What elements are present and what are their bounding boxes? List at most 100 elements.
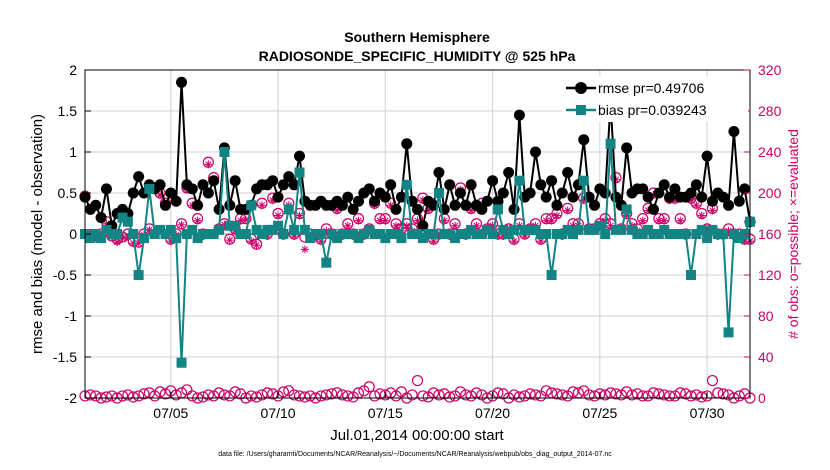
bias-point bbox=[653, 229, 664, 239]
y-left-tick-label: 0.5 bbox=[58, 185, 78, 201]
bias-point bbox=[498, 224, 509, 235]
obs-low-marker bbox=[320, 389, 332, 401]
bias-point bbox=[546, 270, 557, 280]
bias-point bbox=[342, 229, 353, 239]
rmse-point bbox=[433, 167, 445, 178]
obs-evaluated-stroke bbox=[564, 207, 571, 214]
rmse-point bbox=[492, 195, 504, 207]
obs-low-marker bbox=[519, 390, 531, 402]
obs-evaluated-marker bbox=[252, 241, 261, 250]
rmse-point bbox=[186, 183, 198, 195]
obs-low-marker bbox=[406, 389, 418, 401]
bias-point bbox=[433, 188, 444, 198]
obs-evaluated-marker bbox=[451, 221, 460, 230]
obs-evaluated-stroke bbox=[376, 217, 384, 224]
bias-point bbox=[632, 229, 643, 239]
obs-low-marker bbox=[299, 391, 311, 403]
bias-point bbox=[589, 224, 600, 235]
rmse-point bbox=[342, 191, 354, 203]
bias-point bbox=[509, 224, 520, 235]
bias-point bbox=[283, 204, 294, 215]
rmse-point bbox=[336, 199, 348, 211]
rmse-point bbox=[647, 203, 659, 215]
rmse-point bbox=[202, 187, 214, 199]
bias-point bbox=[321, 257, 332, 268]
y-left-tick-label: 1 bbox=[69, 144, 77, 160]
rmse-point bbox=[369, 195, 381, 207]
obs-evaluated-marker bbox=[257, 201, 266, 210]
rmse-point bbox=[90, 199, 102, 211]
obs-low-marker bbox=[326, 388, 338, 400]
obs-evaluated-marker bbox=[343, 221, 352, 230]
bias-point bbox=[219, 147, 230, 157]
rmse-point bbox=[728, 126, 740, 137]
legend: rmse pr=0.49706 bias pr=0.039243 bbox=[562, 76, 748, 122]
bias-point bbox=[659, 224, 670, 235]
rmse-point bbox=[723, 199, 735, 211]
bias-point bbox=[197, 229, 208, 239]
obs-evaluated-marker bbox=[274, 211, 283, 220]
legend-bias-label: bias pr=0.039243 bbox=[598, 102, 707, 118]
obs-low-marker bbox=[508, 389, 520, 401]
rmse-point bbox=[669, 183, 681, 195]
bias-point bbox=[144, 183, 155, 194]
obs-low-marker bbox=[465, 390, 477, 402]
obs-low-marker bbox=[106, 390, 118, 402]
bias-point bbox=[181, 229, 192, 239]
obs-low-marker bbox=[594, 388, 606, 400]
obs-evaluated-stroke bbox=[387, 202, 394, 209]
bias-point bbox=[669, 229, 680, 239]
obs-evaluated-marker bbox=[113, 238, 122, 247]
obs-evaluated-marker bbox=[563, 206, 572, 215]
obs-low-marker bbox=[133, 390, 145, 402]
bias-point bbox=[235, 229, 246, 239]
bias-point bbox=[251, 224, 262, 235]
y-right-tick-label: 200 bbox=[758, 185, 782, 201]
y-right-tick-label: 120 bbox=[758, 267, 782, 283]
bias-point bbox=[439, 229, 450, 239]
bias-point bbox=[278, 229, 289, 239]
bias-point bbox=[122, 216, 133, 227]
obs-low-marker bbox=[256, 389, 268, 401]
obs-evaluated-marker bbox=[697, 211, 706, 220]
bias-point bbox=[696, 224, 707, 235]
obs-evaluated-marker bbox=[247, 237, 256, 246]
rmse-point bbox=[347, 203, 359, 215]
obs-evaluated-stroke bbox=[226, 236, 233, 244]
obs-evaluated-stroke bbox=[693, 202, 700, 209]
obs-evaluated-stroke bbox=[355, 217, 362, 224]
obs-low-marker bbox=[701, 390, 713, 402]
obs-evaluated-stroke bbox=[382, 217, 389, 224]
x-axis-label: Jul.01,2014 00:00:00 start bbox=[330, 427, 504, 444]
rmse-point bbox=[540, 191, 552, 203]
bias-point bbox=[423, 229, 434, 239]
bias-point bbox=[267, 224, 278, 235]
bias-point bbox=[165, 224, 176, 235]
obs-evaluated-stroke bbox=[344, 222, 351, 229]
obs-evaluated-stroke bbox=[258, 202, 266, 209]
obs-low-marker bbox=[486, 390, 499, 402]
rmse-point bbox=[272, 191, 284, 203]
bias-point bbox=[176, 357, 187, 368]
rmse-point bbox=[224, 199, 236, 211]
obs-evaluated-stroke bbox=[274, 212, 282, 219]
bias-point bbox=[90, 229, 101, 239]
chart-title-line2: RADIOSONDE_SPECIFIC_HUMIDITY @ 525 hPa bbox=[259, 48, 576, 64]
y-right-tick-label: 160 bbox=[758, 226, 782, 242]
y-left-tick-label: -2 bbox=[65, 390, 78, 406]
bias-point bbox=[584, 224, 595, 235]
obs-evaluated-marker bbox=[204, 160, 213, 169]
obs-evaluated-marker bbox=[381, 216, 390, 225]
bias-point bbox=[299, 224, 310, 235]
bias-point bbox=[187, 224, 198, 235]
obs-low-marker bbox=[669, 390, 681, 402]
rmse-point bbox=[739, 183, 751, 195]
bias-point bbox=[315, 229, 326, 239]
y-axis-right-label: # of obs: o=possible; ×=evaluated bbox=[785, 129, 801, 339]
bias-point bbox=[358, 229, 369, 239]
obs-low-marker bbox=[631, 388, 643, 400]
y-left-tick-label: 1.5 bbox=[58, 103, 78, 119]
obs-evaluated-stroke bbox=[248, 238, 255, 245]
rmse-point bbox=[642, 191, 654, 203]
bias-point bbox=[171, 233, 182, 244]
